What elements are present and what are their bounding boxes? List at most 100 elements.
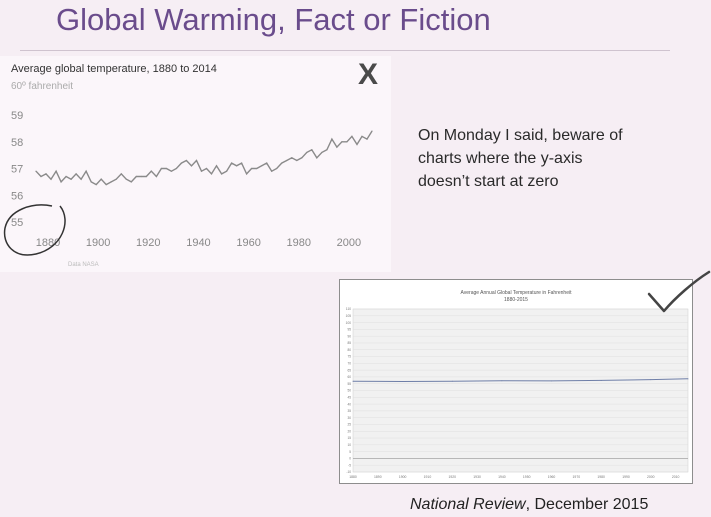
chart1-data-point [50,178,52,180]
title-divider [20,50,670,51]
chart1-data-point [336,146,338,148]
chart2-y-tick-label: 85 [347,341,351,345]
chart1-data-point [230,162,233,164]
chart1-data-point [175,167,178,170]
chart1-data-point [100,178,102,180]
chart1-data-point [225,170,228,172]
chart1-y-ticks: 55 56 57 58 59 [11,110,23,229]
chart1-x-tick-label: 1920 [136,237,160,249]
chart2-x-tick-label: 1910 [424,475,432,479]
chart2-y-tick-label: 110 [346,307,351,311]
chart1-y-tick-label: 55 [11,217,23,229]
chart1-x-tick-label: 1880 [36,237,60,249]
chart1-data-point [145,175,147,178]
chart1-series-line [35,130,373,186]
chart2-y-ticks: -10 -5 0 5 10 15 20 25 30 35 40 45 50 55 60 65 70 75 80 85 9… [346,307,352,474]
chart2-x-tick-label: 1890 [374,475,382,479]
chart2-data-point [352,380,354,382]
chart2-x-tick-label: 1900 [399,475,407,479]
chart1-data-point [190,165,193,167]
chart2-y-tick-label: -10 [346,470,351,474]
check-mark-icon [647,270,711,313]
chart2-subtitle: 1880-2015 [504,297,528,303]
chart1-data-point [276,167,278,170]
chart1-data-point [195,159,198,162]
chart2-x-tick-label: 2000 [647,475,655,479]
chart1-data-point [35,170,37,172]
chart1-data-point [155,175,157,178]
chart1-data-point [115,178,117,180]
chart1-x-tick-label: 1940 [186,237,210,249]
chart1-data-point [170,170,173,172]
chart1-source-note: Data NASA [68,262,99,268]
chart1-data-point [366,138,368,140]
chart2-y-tick-label: 40 [347,402,351,406]
chart1-data-point [180,162,183,164]
chart1-data-point [341,141,343,143]
chart2-svg: Average Annual Global Temperature in Fah… [346,290,689,479]
chart1-data-point [281,162,283,164]
chart2-x-tick-label: 1960 [548,475,556,479]
chart1-data-point [296,159,298,162]
chart2-y-tick-label: 90 [347,334,351,338]
chart1-data-point [246,173,248,175]
chart1-data-point [60,181,62,183]
chart1-svg: Average global temperature, 1880 to 2014… [3,63,373,268]
chart1-data-point [331,138,333,140]
hand-drawn-circle-annotation [3,204,66,256]
chart2-x-tick-label: 1950 [523,475,531,479]
chart2-x-tick-label: 1970 [573,475,581,479]
chart2-y-tick-label: 5 [349,450,351,454]
chart2-x-tick-label: 1930 [473,475,481,479]
chart1-data-point [165,167,167,170]
chart1-title: Average global temperature, 1880 to 2014 [11,63,217,75]
chart1-data-point [251,167,253,170]
source-citation: National Review, December 2015 [410,496,700,514]
chart1-data-point [241,162,243,164]
chart1-x-ticks: 1880 1900 1920 1940 1960 1980 2000 [36,237,361,249]
chart2-data-point [650,379,652,381]
chart1-data-point [215,165,218,167]
chart2-y-tick-label: -5 [348,463,351,467]
chart1-data-point [256,167,258,170]
chart2-y-tick-label: 35 [347,409,351,413]
chart1-data-point [55,170,57,172]
chart2-y-tick-label: 45 [347,395,351,399]
chart1-data-point [90,181,92,183]
chart2-gridlines [353,308,688,473]
chart1-data-point [185,159,188,162]
chart2-data-point [501,380,503,382]
chart2-y-tick-label: 80 [347,348,351,352]
chart2-title: Average Annual Global Temperature in Fah… [461,290,573,296]
chart1-data-point [235,165,238,167]
chart2-data-point [551,380,553,382]
slide-title: Global Warming, Fact or Fiction [56,2,491,37]
source-publication: National Review [410,496,526,513]
chart1-points [35,130,373,186]
chart1-data-point [266,162,268,164]
source-date: , December 2015 [525,496,649,513]
chart1-data-point [130,181,132,183]
chart1-data-point [85,170,87,172]
chart1-data-point [150,170,152,172]
chart2-data-point [451,380,453,382]
chart1-data-point [120,173,122,175]
chart1-data-point [271,170,273,172]
chart2-y-tick-label: 20 [347,429,351,433]
chart2-y-tick-label: 25 [347,423,351,427]
chart1-data-point [210,173,213,175]
chart2-data-point [687,378,689,380]
chart2-y-tick-label: 60 [347,375,351,379]
chart1-data-point [351,135,353,137]
chart2-y-tick-label: 55 [347,382,351,386]
chart1-data-point [371,130,373,132]
chart2-y-tick-label: 15 [347,436,351,440]
chart2-x-ticks: 1880 1890 1900 1910 1920 1930 1940 1950 1960 1970… [349,475,679,479]
chart1-data-point [291,157,293,159]
chart1-x-tick-label: 1960 [236,237,260,249]
chart1-data-point [220,173,223,175]
chart2-y-tick-label: 65 [347,368,351,372]
chart1-data-point [316,157,318,159]
chart2-points [352,378,689,383]
chart2-x-tick-label: 2010 [672,475,680,479]
